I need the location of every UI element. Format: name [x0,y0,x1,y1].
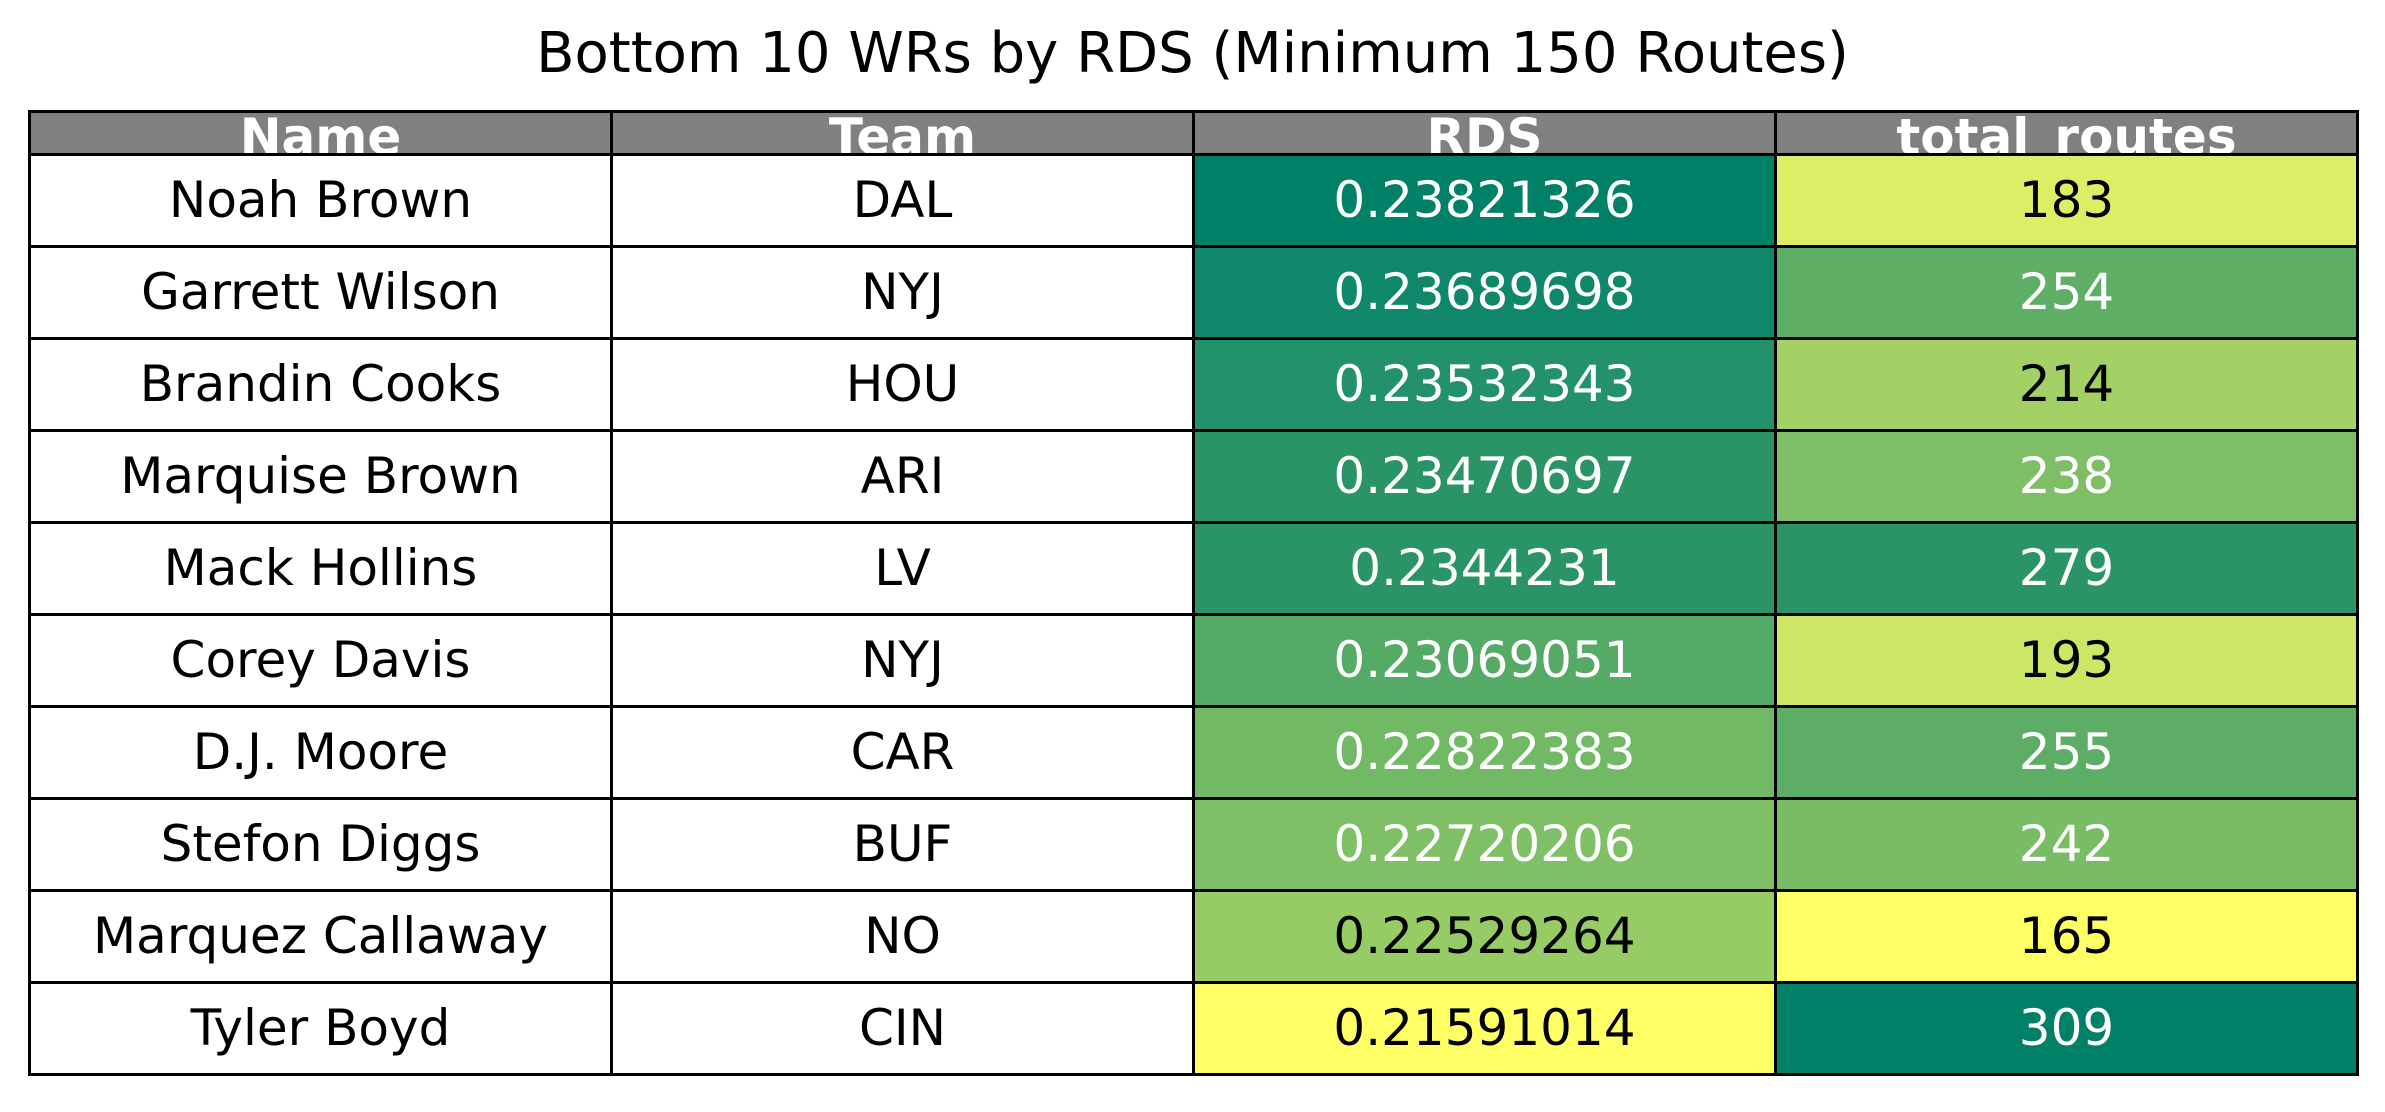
cell-rds: 0.21591014 [1192,981,1777,1076]
header-rds: RDS [1192,110,1777,156]
table-row: Corey Davis NYJ 0.23069051 193 [28,613,2359,708]
cell-rds: 0.23689698 [1192,245,1777,340]
cell-name: Marquez Callaway [28,889,613,984]
cell-rds: 0.22822383 [1192,705,1777,800]
cell-name: Noah Brown [28,153,613,248]
cell-rds: 0.23821326 [1192,153,1777,248]
cell-total-routes: 279 [1774,521,2359,616]
table-row: Brandin Cooks HOU 0.23532343 214 [28,337,2359,432]
cell-rds: 0.22720206 [1192,797,1777,892]
cell-team: BUF [610,797,1195,892]
header-team: Team [610,110,1195,156]
cell-rds: 0.22529264 [1192,889,1777,984]
cell-total-routes: 165 [1774,889,2359,984]
cell-total-routes: 193 [1774,613,2359,708]
table-row: Marquez Callaway NO 0.22529264 165 [28,889,2359,984]
data-table: Name Team RDS total_routes Noah Brown DAL… [28,110,2359,1076]
cell-rds: 0.23470697 [1192,429,1777,524]
cell-rds: 0.2344231 [1192,521,1777,616]
cell-total-routes: 242 [1774,797,2359,892]
cell-team: HOU [610,337,1195,432]
header-total-routes: total_routes [1774,110,2359,156]
table-row: Tyler Boyd CIN 0.21591014 309 [28,981,2359,1076]
table-row: Garrett Wilson NYJ 0.23689698 254 [28,245,2359,340]
cell-team: LV [610,521,1195,616]
cell-team: NYJ [610,613,1195,708]
cell-team: CIN [610,981,1195,1076]
cell-name: D.J. Moore [28,705,613,800]
header-row: Name Team RDS total_routes [28,110,2359,156]
cell-name: Brandin Cooks [28,337,613,432]
cell-team: NO [610,889,1195,984]
cell-rds: 0.23532343 [1192,337,1777,432]
cell-total-routes: 254 [1774,245,2359,340]
cell-name: Tyler Boyd [28,981,613,1076]
chart-title: Bottom 10 WRs by RDS (Minimum 150 Routes… [536,21,1849,86]
header-name: Name [28,110,613,156]
cell-name: Stefon Diggs [28,797,613,892]
table-row: Mack Hollins LV 0.2344231 279 [28,521,2359,616]
table-row: Stefon Diggs BUF 0.22720206 242 [28,797,2359,892]
cell-team: CAR [610,705,1195,800]
cell-total-routes: 214 [1774,337,2359,432]
cell-total-routes: 309 [1774,981,2359,1076]
table-body: Noah Brown DAL 0.23821326 183 Garrett Wilson… [28,153,2359,1076]
cell-name: Mack Hollins [28,521,613,616]
cell-total-routes: 183 [1774,153,2359,248]
cell-team: DAL [610,153,1195,248]
cell-total-routes: 255 [1774,705,2359,800]
table-row: Marquise Brown ARI 0.23470697 238 [28,429,2359,524]
cell-name: Garrett Wilson [28,245,613,340]
cell-team: ARI [610,429,1195,524]
cell-name: Corey Davis [28,613,613,708]
cell-total-routes: 238 [1774,429,2359,524]
table-row: D.J. Moore CAR 0.22822383 255 [28,705,2359,800]
cell-rds: 0.23069051 [1192,613,1777,708]
table-row: Noah Brown DAL 0.23821326 183 [28,153,2359,248]
cell-team: NYJ [610,245,1195,340]
cell-name: Marquise Brown [28,429,613,524]
